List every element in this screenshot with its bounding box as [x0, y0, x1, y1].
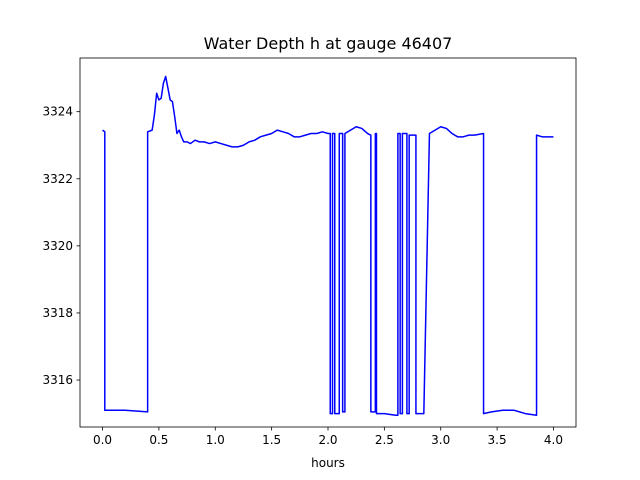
x-tick-label: 1.0 — [206, 433, 225, 447]
series-layer — [102, 75, 554, 417]
x-tick-label: 1.5 — [262, 433, 281, 447]
x-tick-label: 4.0 — [544, 433, 563, 447]
x-tick-label: 3.0 — [431, 433, 450, 447]
x-axis-title: hours — [311, 456, 345, 470]
y-tick-label: 3316 — [42, 373, 73, 387]
series-line — [102, 75, 554, 417]
y-tick-label: 3318 — [42, 306, 73, 320]
x-tick-label: 0.5 — [149, 433, 168, 447]
y-tick-label: 3320 — [42, 239, 73, 253]
x-axis: 0.0 0.5 1.0 1.5 2.0 2.5 3.0 3.5 4.0 — [93, 427, 563, 447]
x-tick-label: 2.5 — [375, 433, 394, 447]
y-tick-label: 3324 — [42, 105, 73, 119]
x-tick-label: 0.0 — [93, 433, 112, 447]
x-tick-label: 3.5 — [488, 433, 507, 447]
y-tick-label: 3322 — [42, 172, 73, 186]
plot-area — [80, 58, 576, 427]
x-tick-label: 2.0 — [318, 433, 337, 447]
y-axis: 3316 3318 3320 3322 3324 — [42, 105, 80, 387]
chart-title: Water Depth h at gauge 46407 — [204, 34, 453, 53]
